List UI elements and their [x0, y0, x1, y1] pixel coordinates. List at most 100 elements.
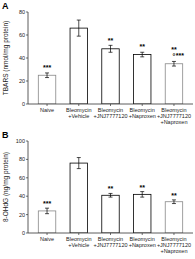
- x-tick-label-line: +Vehicle: [68, 242, 89, 248]
- y-tick-label: 60: [19, 32, 25, 38]
- y-tick-label: 20: [19, 78, 25, 84]
- y-axis-label: 8-OHdG (ng/mg protein): [2, 152, 10, 222]
- error-line: [173, 200, 174, 204]
- y-tick: [26, 141, 28, 142]
- error-cap: [109, 52, 113, 53]
- y-tick: [26, 104, 28, 105]
- y-tick: [26, 233, 28, 234]
- annotation: ***: [43, 64, 51, 71]
- bar: [70, 28, 87, 104]
- x-tick: [110, 233, 111, 235]
- x-tick-label-line: +JNJ7777120: [93, 242, 127, 248]
- error-line: [173, 61, 174, 66]
- x-tick-label: Bleomycin+JNJ7777120: [93, 107, 127, 119]
- bar: [38, 75, 55, 104]
- error-cap: [109, 45, 113, 46]
- annotation: **: [108, 185, 114, 192]
- bar: [165, 64, 182, 104]
- y-tick: [26, 214, 28, 215]
- error-bar: [45, 208, 49, 214]
- y-tick-label: 100: [16, 138, 25, 144]
- x-tick-label-line: +Vehicle: [68, 113, 89, 119]
- error-cap: [140, 56, 144, 57]
- error-bar: [140, 52, 144, 57]
- x-tick-label: Bleomycin+Naproxen: [129, 107, 156, 119]
- x-tick-label: Bleomycin+JNJ7777120+Naproxen: [157, 236, 191, 254]
- x-tick-label: Bleomycin+Vehicle: [66, 236, 91, 248]
- x-tick-label: Bleomycin+Vehicle: [66, 107, 91, 119]
- error-bar: [109, 45, 113, 52]
- x-tick: [173, 104, 174, 106]
- x-tick-label-line: +Naproxen: [160, 119, 187, 125]
- annotation: **: [108, 37, 114, 44]
- error-cap: [140, 197, 144, 198]
- error-cap: [77, 20, 81, 21]
- x-tick-label-line: +Naproxen: [129, 242, 156, 248]
- x-tick-label-line: Naive: [40, 107, 54, 113]
- error-cap: [45, 77, 49, 78]
- y-tick-label: 0: [22, 230, 25, 236]
- error-cap: [109, 197, 113, 198]
- error-bar: [172, 200, 176, 204]
- error-bar: [77, 158, 81, 169]
- annotation: **: [140, 43, 146, 50]
- error-cap: [77, 36, 81, 37]
- marks: [38, 20, 182, 104]
- y-tick: [26, 58, 28, 59]
- annotation: ***: [43, 200, 51, 207]
- y-tick-label: 60: [19, 175, 25, 181]
- figure: 020406080NaiveBleomycin+VehicleBleomycin…: [0, 0, 195, 259]
- error-cap: [140, 191, 144, 192]
- x-tick-label: Bleomycin+Naproxen: [129, 236, 156, 248]
- error-bar: [140, 192, 144, 198]
- error-cap: [140, 52, 144, 53]
- y-tick: [26, 159, 28, 160]
- x-tick-label-line: +JNJ7777120: [93, 113, 127, 119]
- panel-title: B: [2, 130, 9, 140]
- y-tick: [26, 35, 28, 36]
- panel: 020406080NaiveBleomycin+VehicleBleomycin…: [2, 1, 193, 125]
- x-tick: [142, 104, 143, 106]
- error-bar: [45, 73, 49, 78]
- annotation: **: [140, 184, 146, 191]
- error-bar: [172, 61, 176, 66]
- bar: [102, 195, 119, 233]
- error-cap: [77, 157, 81, 158]
- x-tick-label: Bleomycin+JNJ7777120: [93, 236, 127, 248]
- error-cap: [172, 61, 176, 62]
- error-cap: [45, 213, 49, 214]
- error-cap: [45, 208, 49, 209]
- x-tick-label-line: +Naproxen: [160, 248, 187, 254]
- error-line: [142, 192, 143, 198]
- x-tick-label-line: +Naproxen: [129, 113, 156, 119]
- y-axis: [28, 141, 29, 233]
- y-axis-label: TBARS (nmol/mg protein): [2, 21, 10, 95]
- x-tick-label: Bleomycin+JNJ7777120+Naproxen: [157, 107, 191, 125]
- error-bar: [77, 20, 81, 36]
- annotation: **: [171, 192, 177, 199]
- y-tick-label: 0: [22, 101, 25, 107]
- error-line: [47, 73, 48, 78]
- panel-title: A: [2, 1, 9, 11]
- y-tick: [26, 177, 28, 178]
- error-line: [110, 45, 111, 52]
- x-tick-label: Naive: [40, 107, 54, 113]
- error-line: [47, 208, 48, 214]
- error-line: [142, 52, 143, 57]
- error-cap: [172, 203, 176, 204]
- bar: [134, 55, 151, 104]
- error-bar: [109, 193, 113, 197]
- error-line: [110, 193, 111, 197]
- panel: 020406080100NaiveBleomycin+VehicleBleomy…: [2, 130, 193, 254]
- x-tick-label-line: Naive: [40, 236, 54, 242]
- marks: [38, 158, 182, 233]
- x-tick: [173, 233, 174, 235]
- error-line: [78, 158, 79, 169]
- y-tick-label: 40: [19, 193, 25, 199]
- y-tick-label: 80: [19, 156, 25, 162]
- bar: [165, 202, 182, 233]
- y-tick-label: 20: [19, 212, 25, 218]
- y-tick-label: 40: [19, 55, 25, 61]
- x-tick: [78, 104, 79, 106]
- y-tick: [26, 12, 28, 13]
